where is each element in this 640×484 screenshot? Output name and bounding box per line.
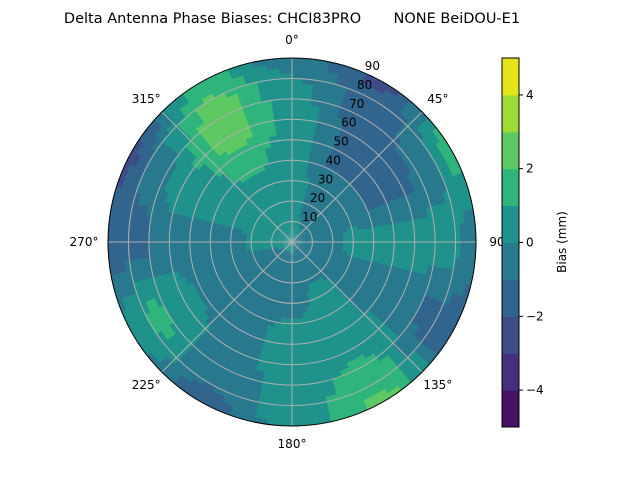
colorbar-tick-label: 0 [526, 236, 534, 250]
contour-cell [284, 134, 293, 140]
colorbar-band [502, 169, 519, 206]
colorbar-tick-label: −2 [526, 309, 544, 323]
colorbar-band [502, 243, 519, 280]
colorbar-band [502, 279, 519, 316]
contour-cell [291, 354, 300, 360]
radial-tick-label: 90 [365, 59, 380, 73]
colorbar-band [502, 95, 519, 132]
contour-cell [292, 324, 299, 330]
contour-cell [285, 149, 292, 155]
colorbar-band [502, 390, 519, 427]
radial-tick-label: 40 [326, 153, 341, 167]
chart-title: Delta Antenna Phase Biases: CHCI83PRO NO… [64, 11, 520, 27]
contour-cell [286, 165, 292, 171]
colorbar-label: Bias (mm) [555, 211, 569, 273]
contour-cell [292, 329, 299, 335]
colorbar-tick-label: 2 [526, 162, 534, 176]
contour-cell [291, 344, 300, 350]
colorbar-band [502, 206, 519, 243]
angular-tick-label: 315° [132, 92, 161, 106]
radial-tick-label: 30 [318, 172, 333, 186]
angular-tick-label: 270° [70, 235, 99, 249]
contour-cell [284, 129, 293, 135]
contour-cell [285, 144, 293, 150]
angular-tick-label: 225° [132, 378, 161, 392]
contour-cell [283, 124, 292, 130]
radial-tick-label: 50 [333, 135, 348, 149]
angular-tick-label: 180° [278, 437, 307, 451]
contour-cell [285, 154, 292, 160]
colorbar-band [502, 353, 519, 390]
colorbar-band [502, 316, 519, 353]
contour-cell [292, 313, 298, 319]
radial-tick-label: 10 [302, 210, 317, 224]
colorbar-band [502, 58, 519, 95]
radial-tick-label: 80 [357, 78, 372, 92]
polar-grid [108, 58, 476, 426]
colorbar-tick-label: 4 [526, 88, 534, 102]
colorbar-tick-label: −4 [526, 383, 544, 397]
colorbar-band [502, 132, 519, 169]
radial-tick-label: 70 [349, 97, 364, 111]
angular-tick-label: 45° [427, 92, 448, 106]
radial-tick-label: 60 [341, 116, 356, 130]
contour-cell [291, 334, 299, 340]
radial-tick-label: 20 [310, 191, 325, 205]
colorbar: −4 −2 0 2 4 [502, 58, 544, 428]
contour-cell [291, 349, 300, 355]
angular-tick-label: 135° [423, 378, 452, 392]
angular-tick-label: 0° [285, 33, 299, 47]
